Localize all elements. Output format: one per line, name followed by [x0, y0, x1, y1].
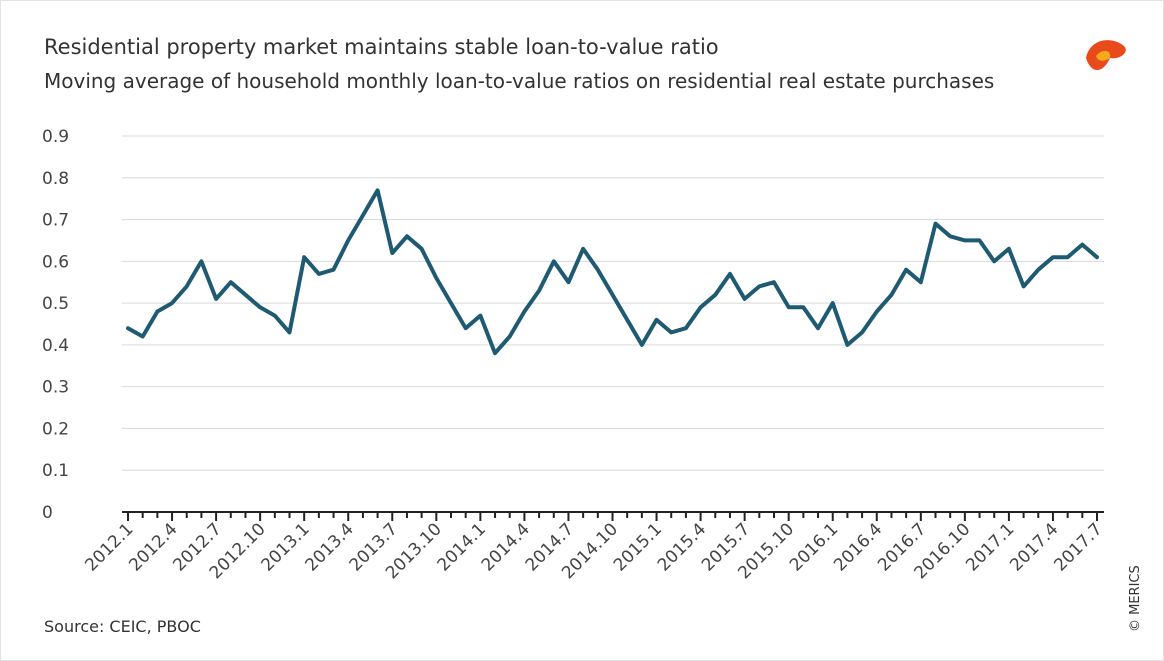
y-tick-label: 0.9	[42, 127, 69, 147]
y-tick-label: 0.6	[42, 252, 69, 272]
data-line	[126, 188, 1099, 356]
y-tick-label: 0	[42, 503, 53, 523]
y-tick-label: 0.1	[42, 461, 69, 481]
y-tick-label: 0.8	[42, 169, 69, 189]
y-tick-label: 0.4	[42, 336, 69, 356]
y-tick-label: 0.3	[42, 378, 69, 398]
chart-subtitle: Moving average of household monthly loan…	[44, 69, 994, 93]
y-tick-label: 0.5	[42, 294, 69, 314]
logo	[1086, 40, 1126, 71]
y-tick-label: 0.2	[42, 419, 69, 439]
credit: © MERICS	[1128, 565, 1143, 632]
chart-title: Residential property market maintains st…	[44, 35, 719, 59]
source: Source: CEIC, PBOC	[44, 617, 201, 636]
y-tick-label: 0.7	[42, 211, 69, 231]
